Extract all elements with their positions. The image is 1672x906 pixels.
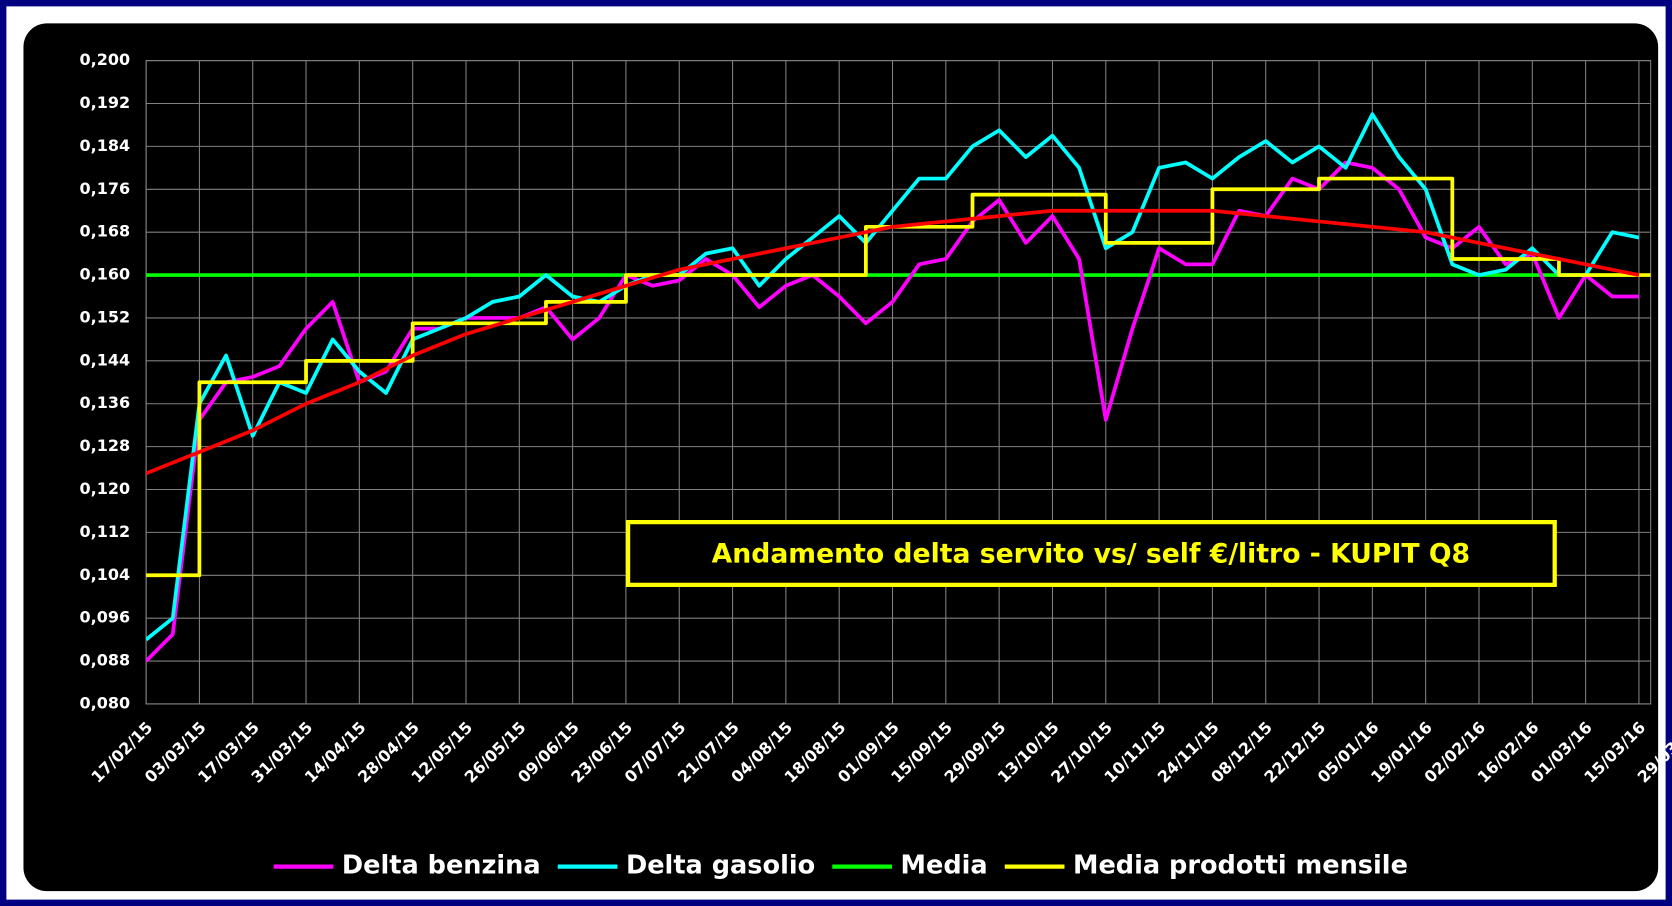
y-tick-label: 0,128 [80,436,131,455]
y-tick-label: 0,184 [80,136,131,155]
legend-label: Media [901,851,988,881]
series-line [146,112,1640,642]
y-tick-label: 0,096 [80,608,131,627]
y-tick-label: 0,152 [80,307,131,326]
y-tick-label: 0,144 [80,350,131,369]
legend-label: Delta gasolio [626,851,815,881]
y-tick-label: 0,200 [80,50,131,69]
lines [146,112,1651,663]
y-tick-label: 0,088 [80,651,131,670]
legend-label: Media prodotti mensile [1073,851,1408,881]
chart-title: Andamento delta servito vs/ self €/litro… [712,539,1470,570]
y-tick-label: 0,136 [80,393,131,412]
y-tick-label: 0,104 [80,565,131,584]
legend-label: Delta benzina [342,851,541,881]
y-tick-label: 0,168 [80,222,131,241]
y-tick-label: 0,176 [80,179,131,198]
series-line [146,160,1639,663]
y-tick-label: 0,080 [80,693,131,712]
legend: Delta benzina Delta gasolio Media Media pro… [273,851,1408,881]
y-tick-label: 0,112 [80,522,131,541]
y-tick-label: 0,192 [80,93,131,112]
series-line [146,208,1640,476]
plot-area [145,60,1652,705]
y-tick-label: 0,120 [80,479,131,498]
y-tick-label: 0,160 [80,265,131,284]
title-box [625,519,1557,587]
